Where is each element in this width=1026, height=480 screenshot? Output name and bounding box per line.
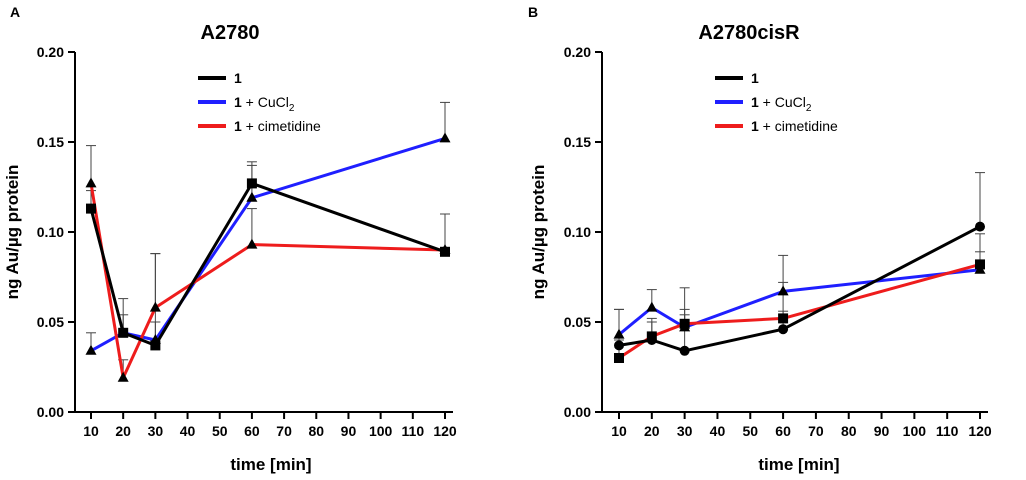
chart-A-legend-item: 1 bbox=[198, 70, 242, 86]
chart-B-y-axis-label: ng Au/µg protein bbox=[529, 165, 548, 300]
chart-B-legend-label: 1 bbox=[751, 70, 759, 86]
chart-B-title: A2780cisR bbox=[698, 22, 800, 44]
chart-A-legend-item: 1 + CuCl2 bbox=[198, 94, 295, 114]
chart-B-panel-letter: B bbox=[528, 4, 538, 20]
chart-B-legend-label: 1 + CuCl2 bbox=[751, 94, 812, 114]
chart-A-data-point bbox=[149, 301, 161, 312]
chart-A-series-line-2 bbox=[89, 181, 446, 347]
chart-A-x-tick-label: 10 bbox=[83, 423, 99, 439]
chart-B-x-tick-label: 10 bbox=[611, 423, 627, 439]
chart-B-x-tick-label: 50 bbox=[742, 423, 758, 439]
chart-A-data-point bbox=[440, 246, 450, 257]
chart-B-data-point bbox=[614, 340, 624, 351]
chart-B-y-tick-label: 0.20 bbox=[564, 44, 591, 60]
chart-B-x-tick-label: 40 bbox=[710, 423, 726, 439]
chart-B-data-point bbox=[975, 259, 985, 270]
chart-A-x-tick-label: 60 bbox=[244, 423, 260, 439]
chart-A-x-tick-label: 20 bbox=[115, 423, 131, 439]
chart-A-x-tick-label: 120 bbox=[433, 423, 457, 439]
chart-B-legend-item: 1 + CuCl2 bbox=[715, 94, 812, 114]
chart-B-data-point bbox=[975, 221, 985, 232]
chart-B-series-line-1 bbox=[618, 262, 981, 360]
chart-panel-B: B A2780cisR 0.00 0.05 0.10 0.15 0.20 10 20 30 40 50… bbox=[528, 4, 992, 474]
chart-A-y-tick-label: 0.00 bbox=[37, 404, 64, 420]
chart-B-x-tick-label: 80 bbox=[841, 423, 857, 439]
chart-A-data-point bbox=[439, 132, 451, 143]
chart-A-legend-label: 1 + cimetidine bbox=[234, 118, 321, 134]
chart-A-x-tick-label: 90 bbox=[341, 423, 357, 439]
chart-A-data-point bbox=[246, 238, 258, 249]
chart-A-data-point bbox=[118, 327, 129, 338]
chart-B-y-tick-label: 0.05 bbox=[564, 314, 591, 330]
chart-A-data-point bbox=[246, 191, 258, 202]
chart-B-data-point bbox=[777, 285, 789, 296]
chart-A-panel-letter: A bbox=[10, 4, 20, 20]
chart-A-data-point bbox=[117, 371, 129, 382]
chart-A-x-tick-label: 70 bbox=[276, 423, 292, 439]
chart-A-x-tick-label: 30 bbox=[148, 423, 164, 439]
chart-A-x-tick-label: 110 bbox=[402, 423, 425, 439]
chart-B-data-point bbox=[614, 353, 624, 363]
chart-B-series-2 bbox=[614, 172, 985, 351]
chart-A-data-point bbox=[246, 178, 257, 189]
chart-B-y-tick-label: 0.10 bbox=[564, 224, 591, 240]
chart-B-legend-item: 1 + cimetidine bbox=[715, 118, 838, 134]
chart-B-legend-label: 1 + cimetidine bbox=[751, 118, 838, 134]
chart-B-data-point bbox=[679, 318, 690, 329]
chart-A-y-tick-label: 0.20 bbox=[37, 44, 64, 60]
chart-A-y-tick-label: 0.15 bbox=[37, 134, 64, 150]
chart-B-y-tick-label: 0.15 bbox=[564, 134, 591, 150]
chart-B-data-point bbox=[778, 313, 789, 324]
chart-B-x-axis-label: time [min] bbox=[758, 455, 839, 474]
chart-A-legend-label: 1 + CuCl2 bbox=[234, 94, 295, 114]
chart-B-x-tick-label: 90 bbox=[874, 423, 890, 439]
chart-B-legend-item: 1 bbox=[715, 70, 759, 86]
chart-B-x-tick-label: 60 bbox=[775, 423, 791, 439]
chart-B-data-point bbox=[679, 345, 690, 356]
chart-B-x-tick-label: 110 bbox=[936, 423, 959, 439]
chart-B-data-point bbox=[613, 328, 625, 339]
chart-A-y-axis-label: ng Au/µg protein bbox=[3, 165, 22, 300]
chart-B-x-tick-label: 20 bbox=[644, 423, 660, 439]
chart-A-series-line-1 bbox=[89, 183, 446, 380]
chart-B-x-tick-label: 100 bbox=[903, 423, 927, 439]
chart-B-y-tick-label: 0.00 bbox=[564, 404, 591, 420]
chart-A-data-point bbox=[85, 344, 97, 355]
chart-B-x-tick-label: 30 bbox=[677, 423, 693, 439]
chart-B-x-tick-label: 70 bbox=[808, 423, 824, 439]
chart-A-data-point bbox=[150, 340, 161, 351]
chart-B-data-point bbox=[778, 324, 789, 335]
chart-B-data-point bbox=[646, 335, 657, 345]
chart-B-x-tick-label: 120 bbox=[968, 423, 992, 439]
chart-A-x-axis-label: time [min] bbox=[230, 455, 311, 474]
chart-A-x-tick-label: 50 bbox=[212, 423, 228, 439]
chart-A-data-point bbox=[86, 203, 96, 214]
chart-A-legend-label: 1 bbox=[234, 70, 242, 86]
chart-panel-A: A A2780 0.00 0.05 0.10 0.15 0.20 10 20 30 40 50 60 70… bbox=[3, 4, 457, 474]
chart-A-x-tick-label: 40 bbox=[180, 423, 196, 439]
chart-A-y-tick-label: 0.10 bbox=[37, 224, 64, 240]
chart-A-x-tick-label: 80 bbox=[308, 423, 324, 439]
chart-A-title: A2780 bbox=[201, 22, 260, 44]
chart-A-data-point bbox=[85, 177, 97, 188]
chart-A-legend-item: 1 + cimetidine bbox=[198, 118, 321, 134]
chart-A-x-tick-label: 100 bbox=[369, 423, 393, 439]
chart-B-data-point bbox=[646, 301, 658, 312]
chart-A-y-tick-label: 0.05 bbox=[37, 314, 64, 330]
chart-A-series-0 bbox=[86, 101, 450, 351]
